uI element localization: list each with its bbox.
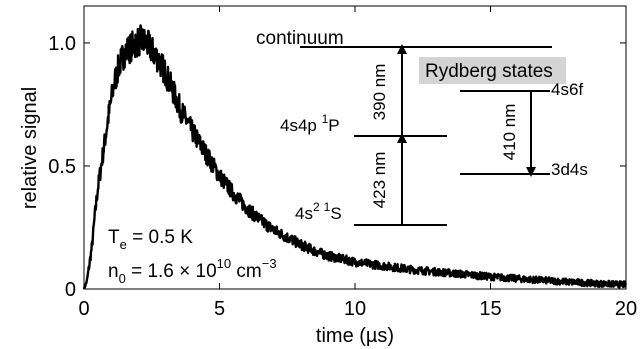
continuum-label: continuum	[256, 28, 344, 49]
y-axis-label: relative signal	[19, 87, 41, 209]
state-4s4p-label: 4s4p 1P	[280, 112, 340, 135]
rydberg-states-label: Rydberg states	[425, 61, 553, 82]
y-tick-label: 1.0	[48, 33, 76, 55]
x-tick-label: 15	[479, 298, 501, 320]
signal-series-line	[82, 24, 627, 290]
density-annotation: n0 = 1.6 × 1010 cm−3	[108, 256, 277, 286]
wavelength-390-label: 390 nm	[370, 64, 389, 121]
wavelength-423-label: 423 nm	[370, 152, 389, 209]
x-tick-label: 5	[214, 298, 225, 320]
x-tick-label: 10	[344, 298, 366, 320]
energy-level-diagram: continuum Rydberg states 4s4p 1P 4s2 1S 4…	[256, 28, 588, 226]
rydberg-states-box	[419, 57, 566, 84]
y-tick-label: 0	[65, 279, 76, 301]
electron-temperature-annotation: Te = 0.5 K	[108, 227, 193, 252]
x-axis-label: time (µs)	[316, 325, 394, 347]
axis-ticks: 0 5 10 15 20 0 0.5 1.0	[48, 6, 637, 320]
state-3d4s-label: 3d4s	[551, 160, 588, 179]
state-4s2-label: 4s2 1S	[295, 200, 342, 223]
x-tick-label: 0	[78, 298, 89, 320]
x-tick-label: 20	[615, 298, 637, 320]
y-tick-label: 0.5	[48, 156, 76, 178]
wavelength-410-label: 410 nm	[500, 104, 519, 161]
state-4s6f-label: 4s6f	[551, 80, 583, 99]
